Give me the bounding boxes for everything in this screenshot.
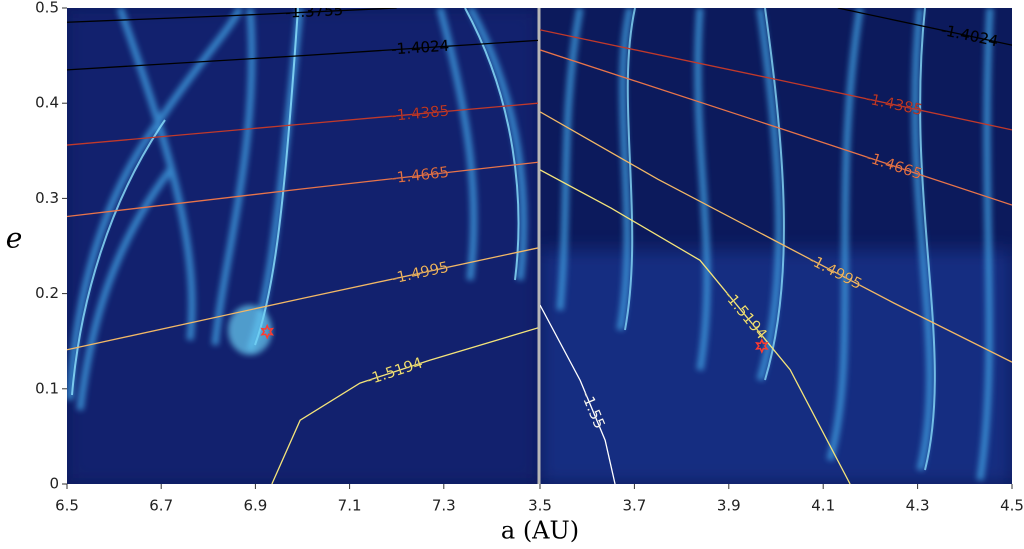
- y-tick-label: 0.1: [35, 379, 59, 397]
- contour-line: [540, 304, 616, 484]
- x-tick-label: 4.5: [1000, 497, 1024, 515]
- contour-line: [271, 327, 538, 484]
- x-tick-label: 3.5: [528, 497, 552, 515]
- contour-line: [67, 102, 538, 146]
- contour-line: [540, 169, 851, 484]
- y-tick-label: 0.3: [35, 189, 59, 207]
- x-tick-label: 3.7: [622, 497, 646, 515]
- contour-line: [67, 247, 538, 351]
- contour-label: -1.3755: [285, 1, 344, 22]
- y-tick-label: 0.4: [35, 94, 59, 112]
- contour-label: -1.4024: [391, 37, 450, 59]
- contour-line: [67, 8, 397, 23]
- star-marker: [755, 338, 769, 354]
- x-axis-label: a (AU): [501, 517, 579, 545]
- x-tick-label: 7.3: [432, 497, 456, 515]
- x-tick-label: 6.9: [243, 497, 267, 515]
- y-tick-label: 0: [49, 475, 59, 493]
- star-marker: [260, 323, 274, 340]
- y-tick-label: 0.2: [35, 284, 59, 302]
- x-tick-label: 7.1: [338, 497, 362, 515]
- x-tick-label: 6.7: [149, 497, 173, 515]
- x-tick-label: 6.5: [55, 497, 79, 515]
- contour-group: -1.3755-1.4024-1.4385-1.4665-1.4995-1.51…: [67, 1, 538, 484]
- heatmap-structure-right: [540, 8, 1012, 484]
- heatmap-structure-left: [67, 8, 538, 484]
- contour-line: [837, 8, 1012, 46]
- contour-line: [67, 161, 538, 218]
- x-tick-label: 3.9: [717, 497, 741, 515]
- contour-line: [540, 111, 1012, 363]
- contour-label: -1.4385: [391, 102, 450, 125]
- x-tick-label: 4.1: [811, 497, 835, 515]
- contour-line: [540, 29, 1012, 131]
- contour-line: [540, 49, 1012, 206]
- y-tick-label: 0.5: [35, 0, 59, 17]
- x-tick-label: 4.3: [906, 497, 930, 515]
- contour-line: [67, 39, 538, 71]
- y-axis-label: e: [6, 222, 23, 255]
